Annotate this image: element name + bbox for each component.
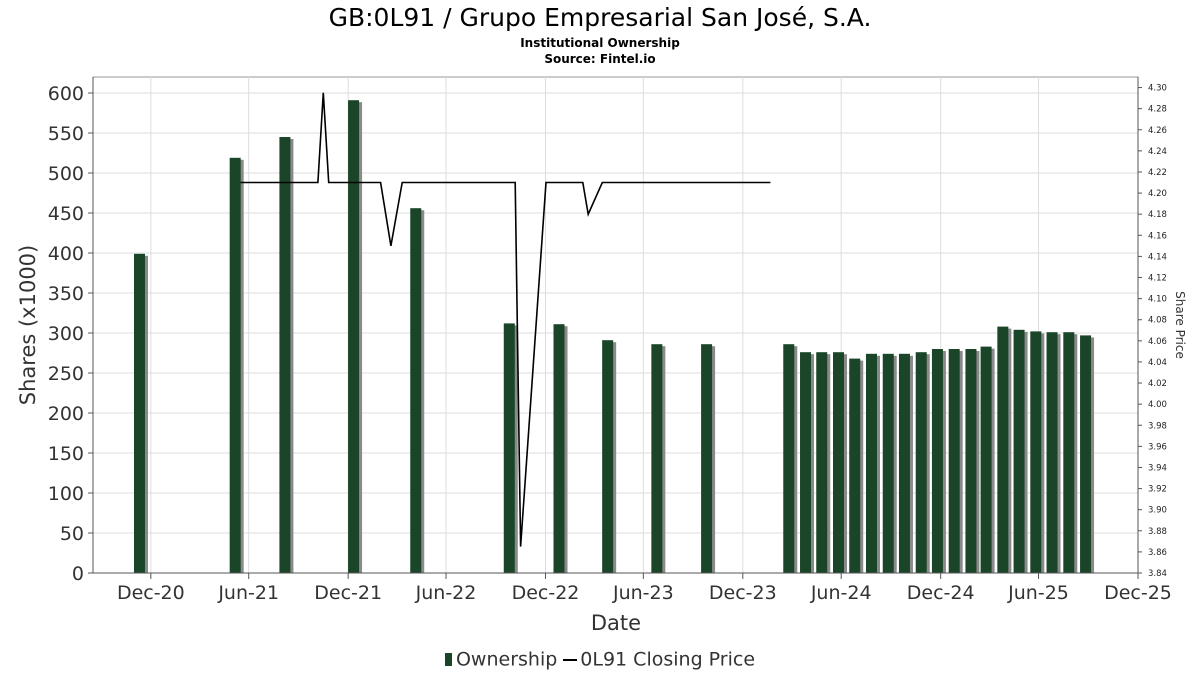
ownership-bar <box>1080 335 1092 573</box>
y2-tick-label: 3.84 <box>1148 569 1167 579</box>
y2-tick-label: 3.88 <box>1148 527 1167 537</box>
x-tick-label: Jun-23 <box>612 582 674 604</box>
tick-labels: 0 50 100 150 200 250 300 350 400 450 500 550 600 Dec-… <box>48 83 1172 604</box>
legend-price-swatch <box>563 658 578 661</box>
ownership-bar <box>348 100 360 573</box>
y-tick-label: 100 <box>48 483 84 505</box>
y-tick-label: 300 <box>48 323 84 345</box>
chart-subtitle: Institutional Ownership <box>520 36 680 50</box>
x-tick-label: Dec-22 <box>512 582 580 604</box>
x-axis-title: Date <box>591 611 641 635</box>
ownership-bar <box>602 340 614 573</box>
ownership-bar <box>882 353 894 573</box>
y2-tick-label: 4.10 <box>1148 295 1167 305</box>
legend-price-label: 0L91 Closing Price <box>580 648 756 671</box>
ownership-bar <box>833 352 845 573</box>
y-tick-label: 250 <box>48 363 84 385</box>
ownership-bar <box>849 358 861 573</box>
legend-ownership-label: Ownership <box>455 648 558 671</box>
y2-tick-label: 4.06 <box>1148 337 1167 347</box>
legend: Ownership 0L91 Closing Price <box>0 647 1200 672</box>
ownership-bar <box>783 344 795 573</box>
ownership-bar <box>800 352 812 573</box>
y-tick-label: 550 <box>48 123 84 145</box>
y2-tick-label: 4.14 <box>1148 252 1167 262</box>
x-tick-label: Dec-23 <box>709 582 777 604</box>
x-tick-label: Jun-22 <box>415 582 477 604</box>
y-tick-label: 450 <box>48 203 84 225</box>
y-tick-label: 200 <box>48 403 84 425</box>
y2-tick-label: 4.26 <box>1148 126 1167 136</box>
x-tick-label: Dec-21 <box>314 582 382 604</box>
y2-tick-label: 3.94 <box>1148 463 1167 473</box>
y2-tick-label: 4.24 <box>1148 147 1167 157</box>
y2-tick-label: 4.16 <box>1148 231 1167 241</box>
y-axis-title: Shares (x1000) <box>16 245 40 405</box>
x-tick-label: Dec-25 <box>1104 582 1172 604</box>
y2-tick-label: 3.96 <box>1148 442 1167 452</box>
ownership-bar <box>980 346 992 573</box>
y2-tick-label: 4.28 <box>1148 105 1167 115</box>
y2-tick-label: 4.08 <box>1148 316 1167 326</box>
ownership-bar <box>865 353 877 573</box>
ownership-bar <box>133 253 145 574</box>
x-tick-label: Dec-24 <box>907 582 975 604</box>
y-tick-label: 50 <box>60 523 84 545</box>
y2-tick-label: 4.18 <box>1148 210 1167 220</box>
ownership-bar <box>701 344 713 573</box>
x-tick-label: Jun-25 <box>1007 582 1069 604</box>
ownership-bar <box>997 326 1009 573</box>
y-tick-label: 600 <box>48 83 84 105</box>
y2-tick-label: 3.86 <box>1148 548 1167 558</box>
ownership-bar <box>948 349 960 573</box>
ownership-bar <box>898 353 910 573</box>
ownership-bar <box>1030 331 1042 573</box>
y-tick-label: 350 <box>48 283 84 305</box>
x-tick-label: Jun-21 <box>217 582 279 604</box>
y2-tick-label: 4.20 <box>1148 189 1167 199</box>
y-tick-label: 400 <box>48 243 84 265</box>
y2-tick-label: 4.02 <box>1148 379 1167 389</box>
ownership-bars <box>133 100 1095 574</box>
y2-tick-label: 4.12 <box>1148 274 1167 284</box>
price-line-layer <box>240 92 771 547</box>
y2-tick-label: 4.00 <box>1148 400 1167 410</box>
y2-tick-label: 4.22 <box>1148 168 1167 178</box>
x-tick-label: Dec-20 <box>117 582 185 604</box>
ownership-bar <box>410 208 422 573</box>
y2-tick-label: 3.92 <box>1148 485 1167 495</box>
price-line <box>240 92 771 547</box>
ownership-bar <box>915 352 927 573</box>
ownership-bar <box>1063 332 1075 573</box>
y2-tick-label: 4.04 <box>1148 358 1167 368</box>
ownership-bar <box>553 324 565 573</box>
ownership-bar <box>503 323 515 573</box>
y2-tick-label: 3.98 <box>1148 421 1167 431</box>
ownership-bar <box>279 137 291 573</box>
y-tick-label: 150 <box>48 443 84 465</box>
axes <box>88 77 1142 579</box>
ownership-bar <box>965 349 977 573</box>
x-tick-label: Jun-24 <box>810 582 872 604</box>
chart-source: Source: Fintel.io <box>544 52 656 66</box>
chart-title: GB:0L91 / Grupo Empresarial San José, S.… <box>328 3 872 32</box>
y-tick-label: 500 <box>48 163 84 185</box>
ownership-bar <box>1013 329 1025 573</box>
y2-tick-label: 4.30 <box>1148 84 1167 94</box>
ownership-bar <box>1046 332 1058 573</box>
y-tick-label: 0 <box>72 563 84 585</box>
y2-axis-title: Share Price <box>1173 291 1187 359</box>
ownership-bar <box>651 344 663 573</box>
y2-tick-label: 3.90 <box>1148 506 1167 516</box>
legend-ownership-swatch <box>444 653 452 666</box>
ownership-bar <box>816 352 828 573</box>
ownership-bar <box>931 349 943 573</box>
ownership-bar <box>229 157 241 574</box>
